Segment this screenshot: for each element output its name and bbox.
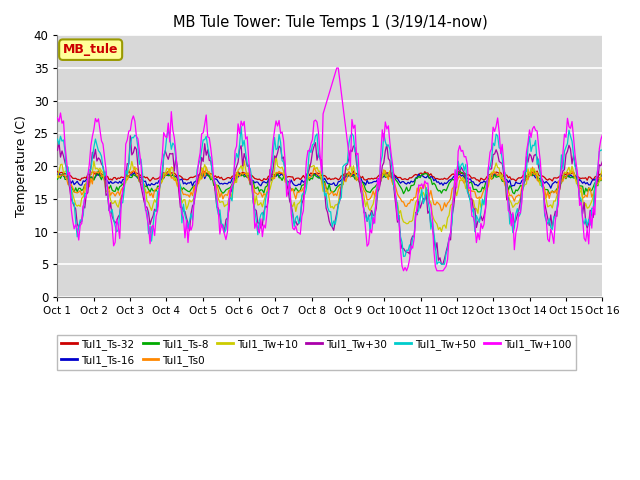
Text: MB_tule: MB_tule	[63, 43, 118, 56]
Tul1_Ts-32	[572, 173, 579, 179]
Tul1_Ts-32	[294, 175, 301, 181]
Tul1_Tw+30	[54, 147, 61, 153]
Tul1_Ts-32	[236, 170, 243, 176]
Tul1_Tw+100	[216, 231, 224, 237]
Tul1_Tw+30	[236, 146, 243, 152]
Tul1_Ts-8	[120, 181, 128, 187]
Tul1_Ts-32	[129, 168, 137, 174]
Tul1_Tw+100	[234, 121, 242, 127]
Tul1_Tw+30	[120, 178, 128, 184]
Tul1_Tw+50	[245, 165, 253, 170]
Tul1_Tw+10	[272, 153, 280, 159]
Tul1_Tw+30	[127, 133, 134, 139]
Tul1_Ts-8	[292, 185, 300, 191]
Tul1_Ts0	[245, 176, 253, 182]
Tul1_Tw+30	[572, 161, 579, 167]
Tul1_Tw+30	[245, 162, 253, 168]
Tul1_Tw+50	[216, 207, 224, 213]
Tul1_Tw+100	[333, 65, 340, 71]
Tul1_Ts-8	[570, 175, 577, 181]
Tul1_Tw+50	[237, 124, 245, 130]
Line: Tul1_Ts-32: Tul1_Ts-32	[58, 171, 602, 181]
Tul1_Ts0	[131, 164, 139, 170]
Tul1_Tw+30	[218, 224, 225, 229]
Tul1_Ts0	[598, 174, 606, 180]
Tul1_Tw+10	[243, 172, 251, 178]
Line: Tul1_Tw+30: Tul1_Tw+30	[58, 136, 602, 264]
Tul1_Tw+10	[120, 180, 128, 186]
Tul1_Ts-8	[234, 171, 242, 177]
Tul1_Tw+30	[438, 261, 445, 267]
Tul1_Ts-16	[245, 175, 253, 181]
Tul1_Ts-32	[218, 174, 225, 180]
Line: Tul1_Tw+10: Tul1_Tw+10	[58, 156, 602, 231]
Tul1_Tw+50	[572, 164, 579, 169]
Tul1_Tw+50	[234, 155, 242, 161]
Tul1_Ts0	[294, 189, 301, 195]
Tul1_Ts-16	[572, 174, 579, 180]
Tul1_Tw+100	[54, 115, 61, 120]
Line: Tul1_Tw+100: Tul1_Tw+100	[58, 68, 602, 271]
Tul1_Ts0	[218, 190, 225, 196]
Tul1_Ts-16	[294, 182, 301, 188]
Tul1_Tw+50	[598, 147, 606, 153]
Tul1_Tw+50	[294, 213, 301, 219]
Tul1_Ts-8	[456, 168, 463, 173]
Legend: Tul1_Ts-32, Tul1_Ts-16, Tul1_Ts-8, Tul1_Ts0, Tul1_Tw+10, Tul1_Tw+30, Tul1_Tw+50,: Tul1_Ts-32, Tul1_Ts-16, Tul1_Ts-8, Tul1_…	[57, 335, 575, 370]
Tul1_Tw+10	[234, 167, 242, 173]
Tul1_Tw+30	[598, 158, 606, 164]
Tul1_Tw+10	[294, 202, 301, 207]
Tul1_Tw+10	[54, 175, 61, 180]
Tul1_Tw+100	[243, 134, 251, 140]
Tul1_Ts-16	[199, 170, 207, 176]
Tul1_Ts-8	[598, 175, 606, 181]
Line: Tul1_Ts-16: Tul1_Ts-16	[58, 173, 602, 188]
Tul1_Tw+100	[598, 132, 606, 138]
Tul1_Ts-32	[245, 171, 253, 177]
Line: Tul1_Ts0: Tul1_Ts0	[58, 167, 602, 211]
Tul1_Ts-16	[598, 171, 606, 177]
Tul1_Ts-16	[547, 185, 555, 191]
Tul1_Tw+50	[120, 187, 128, 192]
Tul1_Tw+50	[433, 261, 441, 267]
Tul1_Ts0	[572, 175, 579, 181]
Tul1_Tw+30	[294, 222, 301, 228]
Line: Tul1_Ts-8: Tul1_Ts-8	[58, 170, 602, 195]
Tul1_Tw+100	[292, 223, 300, 229]
Tul1_Ts0	[236, 173, 243, 179]
Tul1_Ts-32	[120, 175, 128, 180]
Tul1_Tw+10	[572, 174, 579, 180]
Tul1_Ts0	[438, 208, 445, 214]
Tul1_Tw+10	[216, 200, 224, 205]
Tul1_Ts-16	[218, 180, 225, 186]
Tul1_Ts-16	[236, 171, 243, 177]
Tul1_Ts0	[54, 174, 61, 180]
Tul1_Ts-16	[120, 176, 128, 182]
Line: Tul1_Tw+50: Tul1_Tw+50	[58, 127, 602, 264]
Tul1_Ts-32	[598, 171, 606, 177]
Y-axis label: Temperature (C): Temperature (C)	[15, 115, 28, 217]
Title: MB Tule Tower: Tule Temps 1 (3/19/14-now): MB Tule Tower: Tule Temps 1 (3/19/14-now…	[173, 15, 487, 30]
Tul1_Ts-8	[54, 177, 61, 182]
Tul1_Ts-8	[216, 186, 224, 192]
Tul1_Tw+10	[598, 166, 606, 172]
Tul1_Ts0	[120, 183, 128, 189]
Tul1_Ts-8	[580, 192, 588, 198]
Tul1_Ts-8	[243, 172, 251, 178]
Tul1_Tw+100	[400, 268, 408, 274]
Tul1_Tw+10	[438, 228, 445, 234]
Tul1_Tw+100	[120, 183, 128, 189]
Tul1_Tw+100	[572, 152, 579, 158]
Tul1_Tw+50	[54, 136, 61, 142]
Tul1_Ts-16	[54, 171, 61, 177]
Tul1_Ts-32	[476, 179, 483, 184]
Tul1_Ts-32	[54, 168, 61, 174]
